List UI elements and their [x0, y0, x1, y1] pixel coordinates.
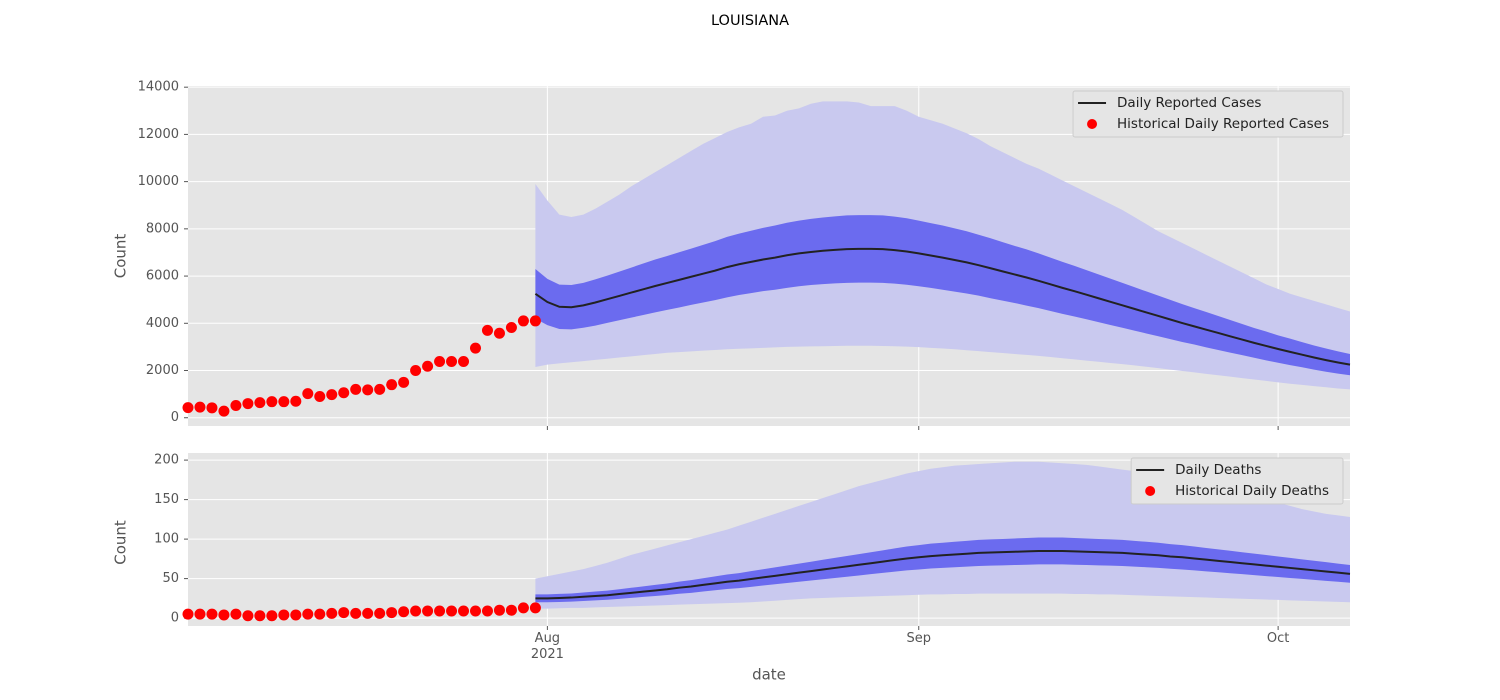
- data-point: [350, 383, 362, 395]
- y-tick-label: 0: [171, 611, 179, 626]
- legend-label: Daily Deaths: [1175, 462, 1261, 478]
- data-point: [218, 609, 230, 621]
- data-point: [505, 604, 517, 616]
- data-point: [326, 389, 338, 401]
- data-point: [182, 608, 194, 620]
- forecast-band: [535, 215, 1350, 376]
- legend-marker: [1087, 119, 1098, 129]
- legend-label: Historical Daily Reported Cases: [1117, 116, 1329, 132]
- data-point: [290, 395, 302, 407]
- data-point: [422, 605, 434, 617]
- data-point: [182, 402, 194, 414]
- data-point: [481, 324, 493, 336]
- data-point: [446, 605, 458, 617]
- data-point: [254, 397, 266, 409]
- x-tick-label: Oct: [1266, 631, 1290, 646]
- data-point: [446, 356, 458, 368]
- data-point: [350, 607, 362, 619]
- y-tick-label: 2000: [146, 363, 179, 378]
- y-tick-label: 6000: [146, 269, 179, 284]
- y-tick-label: 200: [154, 453, 179, 468]
- data-point: [326, 607, 338, 619]
- data-point: [493, 327, 505, 339]
- data-point: [493, 604, 505, 616]
- data-point: [314, 608, 326, 620]
- x-axis-label: date: [752, 666, 786, 684]
- data-point: [481, 605, 493, 617]
- data-point: [266, 396, 278, 408]
- data-point: [302, 608, 314, 620]
- data-point: [458, 605, 470, 617]
- legend-box: [1130, 457, 1344, 505]
- data-point: [290, 609, 302, 621]
- data-point: [194, 608, 206, 620]
- data-point: [230, 399, 242, 411]
- data-point: [410, 605, 422, 617]
- data-point: [206, 402, 218, 414]
- y-tick-label: 50: [162, 571, 179, 586]
- data-point: [529, 602, 541, 614]
- data-point: [434, 356, 446, 368]
- y-tick-label: 8000: [146, 221, 179, 236]
- y-tick-label: 14000: [138, 80, 179, 95]
- y-tick-label: 0: [171, 410, 179, 425]
- data-point: [362, 384, 374, 396]
- data-point: [517, 602, 529, 614]
- data-point: [206, 608, 218, 620]
- data-point: [218, 405, 230, 417]
- data-point: [266, 610, 278, 622]
- legend-marker: [1145, 486, 1156, 496]
- x-tick-label: Sep: [906, 631, 931, 646]
- legend-box: [1072, 90, 1344, 138]
- data-point: [230, 608, 242, 620]
- data-point: [242, 398, 254, 410]
- data-point: [314, 390, 326, 402]
- data-point: [505, 322, 517, 334]
- data-point: [278, 609, 290, 621]
- data-point: [458, 356, 470, 368]
- data-point: [374, 383, 386, 395]
- data-point: [434, 605, 446, 617]
- data-point: [374, 607, 386, 619]
- data-point: [338, 387, 350, 399]
- y-tick-label: 10000: [138, 174, 179, 189]
- data-point: [386, 379, 398, 391]
- data-point: [302, 388, 314, 400]
- y-tick-label: 100: [154, 532, 179, 547]
- y-tick-label: 4000: [146, 316, 179, 331]
- data-point: [398, 606, 410, 618]
- data-point: [386, 607, 398, 619]
- data-point: [362, 607, 374, 619]
- data-point: [338, 607, 350, 619]
- data-point: [398, 376, 410, 388]
- legend: Daily Reported Cases Historical Daily Rep…: [1072, 90, 1344, 138]
- data-point: [529, 315, 541, 327]
- data-point: [278, 396, 290, 408]
- data-point: [242, 610, 254, 622]
- y-tick-label: 150: [154, 492, 179, 507]
- y-axis-label: Count: [112, 234, 130, 279]
- figure-title: LOUISIANA: [711, 13, 789, 29]
- legend-label: Historical Daily Deaths: [1175, 483, 1329, 499]
- legend: Daily Deaths Historical Daily Deaths: [1130, 457, 1344, 505]
- data-point: [254, 610, 266, 622]
- y-axis-label: Count: [112, 520, 130, 565]
- data-point: [422, 360, 434, 372]
- data-point: [470, 605, 482, 617]
- x-tick-label: Aug 2021: [530, 631, 564, 662]
- data-point: [517, 315, 529, 327]
- median-line: [535, 549, 1351, 600]
- legend-label: Daily Reported Cases: [1117, 95, 1261, 111]
- data-point: [194, 401, 206, 413]
- y-tick-label: 12000: [138, 127, 179, 142]
- median-line: [534, 247, 1351, 366]
- data-point: [470, 342, 482, 354]
- data-point: [410, 365, 422, 377]
